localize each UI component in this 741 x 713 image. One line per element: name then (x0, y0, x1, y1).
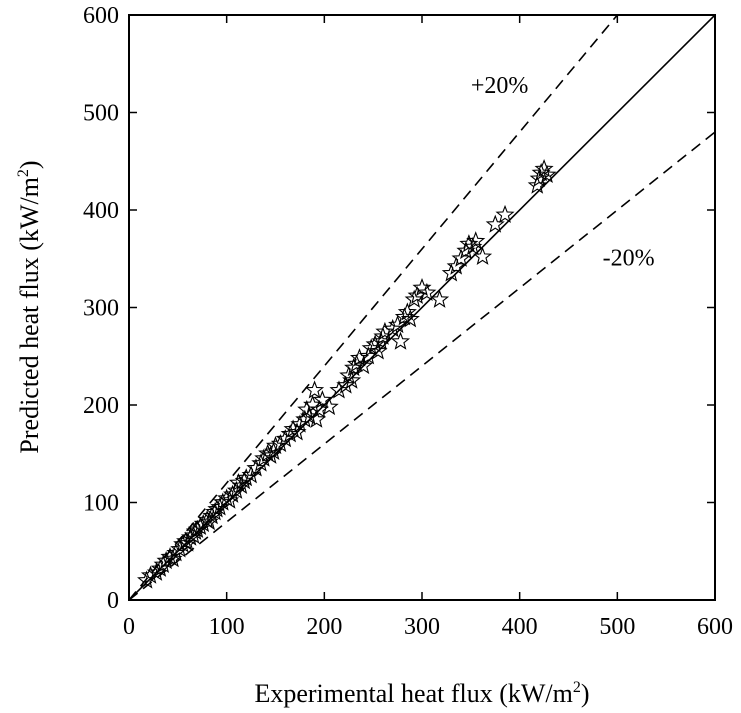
data-point (176, 531, 196, 550)
data-point (305, 380, 325, 399)
data-point (375, 321, 395, 341)
data-point (412, 277, 432, 297)
data-point (353, 355, 373, 375)
x-tick-label: 200 (306, 614, 342, 640)
x-tick-label: 500 (599, 614, 635, 640)
x-tick-label: 100 (209, 614, 245, 640)
data-point (309, 399, 330, 419)
data-point (156, 550, 176, 570)
data-point (430, 289, 450, 308)
data-point (199, 511, 219, 531)
data-point (472, 246, 493, 265)
y-tick-label: 500 (83, 101, 119, 127)
data-point (146, 562, 166, 581)
data-point (290, 414, 310, 433)
data-point (166, 543, 186, 562)
data-point (534, 158, 554, 178)
data-point (456, 240, 476, 260)
data-point (213, 492, 233, 511)
data-point (451, 248, 471, 267)
data-point (446, 256, 466, 275)
data-point (347, 353, 367, 373)
y-tick-label: 0 (107, 588, 119, 614)
data-point (485, 214, 505, 233)
y-tick-label: 300 (83, 296, 119, 322)
data-point (537, 164, 557, 184)
data-point (270, 433, 290, 453)
data-point (275, 429, 295, 448)
data-point (306, 409, 327, 428)
data-point (178, 533, 198, 552)
data-point (349, 348, 370, 367)
data-point (417, 282, 437, 302)
y-axis-title: Predicted heat flux (kW/m2) (15, 160, 44, 453)
y-tick-label: 600 (83, 3, 119, 29)
y-tick-label: 100 (83, 491, 119, 517)
x-tick-label: 600 (697, 614, 733, 640)
data-point (368, 341, 388, 360)
axes: 0 100 200 300 400 500 600 0 100 200 300 400 500 600 (83, 3, 733, 640)
y-tick-label: 200 (83, 393, 119, 419)
data-point (329, 380, 349, 399)
annotation-label: +20% (471, 73, 529, 99)
data-point (217, 488, 237, 507)
data-point (383, 318, 403, 338)
data-point (160, 547, 180, 566)
y-tick-label: 400 (83, 198, 119, 224)
data-point (319, 396, 339, 416)
data-point (339, 365, 359, 384)
data-point (220, 490, 240, 509)
data-point (407, 285, 427, 304)
reference-line-minus-20 (129, 131, 715, 600)
data-point (246, 458, 266, 477)
data-point (342, 370, 362, 389)
data-point (495, 204, 515, 224)
annotations: +20% -20% (471, 73, 655, 272)
x-axis-title: Experimental heat flux (kW/m2) (254, 679, 589, 708)
plot-area (129, 15, 715, 600)
data-point (228, 472, 248, 492)
data-point (388, 314, 408, 334)
data-point (336, 375, 356, 394)
data-point (163, 548, 183, 568)
annotation-label: -20% (603, 246, 655, 272)
data-point (137, 570, 157, 589)
data-point (222, 484, 243, 503)
data-point (400, 309, 420, 328)
reference-line-plus-20 (129, 15, 619, 600)
x-tick-label: 400 (502, 614, 538, 640)
data-point (466, 231, 486, 250)
data-point (463, 236, 483, 256)
data-point (390, 331, 411, 350)
x-tick-label: 0 (123, 614, 135, 640)
x-tick-label: 300 (404, 614, 440, 640)
